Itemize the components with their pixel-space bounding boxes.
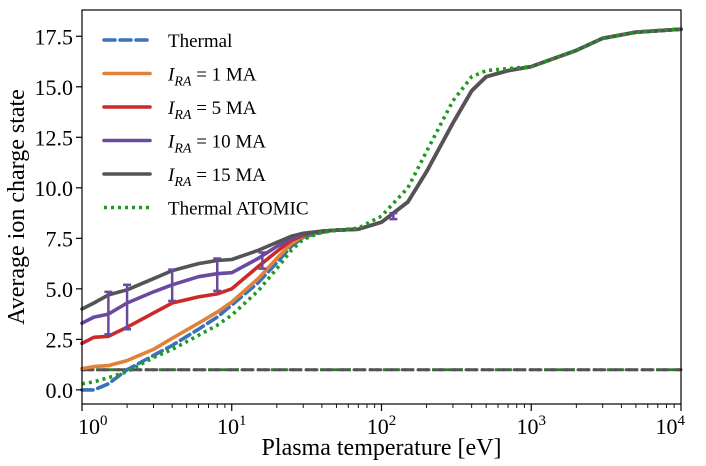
- y-tick-label: 7.5: [46, 226, 74, 251]
- legend-item: IRA = 5 MA: [102, 98, 257, 123]
- y-tick-label: 5.0: [46, 277, 74, 302]
- ticks-layer: 0.0 2.5 5.0 7.5 10.0 12.5 15.0 17.5 100 101 102 103…: [35, 24, 686, 439]
- legend-label: Thermal: [168, 31, 232, 52]
- y-tick-label: 2.5: [46, 327, 74, 352]
- legend-label: IRA = 15 MA: [167, 165, 266, 190]
- x-tick-label: 104: [656, 413, 686, 439]
- x-tick-label: 100: [78, 413, 108, 439]
- legend-label: IRA = 1 MA: [167, 65, 257, 90]
- legend-item: IRA = 10 MA: [102, 132, 266, 157]
- series-layer: [80, 27, 683, 392]
- y-tick-label: 12.5: [35, 125, 74, 150]
- y-tick-label: 17.5: [35, 24, 74, 49]
- legend-label: IRA = 10 MA: [167, 132, 266, 157]
- legend-item: IRA = 1 MA: [102, 65, 257, 90]
- series-line-thermal-atomic: [81, 27, 682, 386]
- error-bar: [213, 257, 222, 293]
- error-bars-layer: [104, 211, 398, 336]
- legend-item: Thermal ATOMIC: [104, 199, 309, 220]
- x-tick-label: 102: [367, 413, 397, 439]
- x-axis-label: Plasma temperature [eV]: [262, 435, 502, 461]
- legend-item: IRA = 15 MA: [102, 165, 266, 190]
- x-tick-label: 101: [217, 413, 247, 439]
- error-bar: [168, 268, 177, 303]
- y-tick-label: 0.0: [46, 378, 74, 403]
- error-bar: [104, 290, 113, 336]
- legend: Thermal IRA = 1 MA IRA = 5 MA IRA = 10 MA IR…: [102, 31, 309, 220]
- legend-item: Thermal: [102, 31, 232, 52]
- y-axis-label: Average ion charge state: [4, 89, 30, 325]
- legend-label: Thermal ATOMIC: [168, 199, 309, 220]
- y-tick-label: 10.0: [35, 176, 74, 201]
- error-bar: [389, 211, 398, 221]
- error-bar: [123, 283, 132, 331]
- legend-label: IRA = 5 MA: [167, 98, 257, 123]
- x-tick-label: 103: [517, 413, 547, 439]
- error-bar: [258, 251, 267, 270]
- y-tick-label: 15.0: [35, 75, 74, 100]
